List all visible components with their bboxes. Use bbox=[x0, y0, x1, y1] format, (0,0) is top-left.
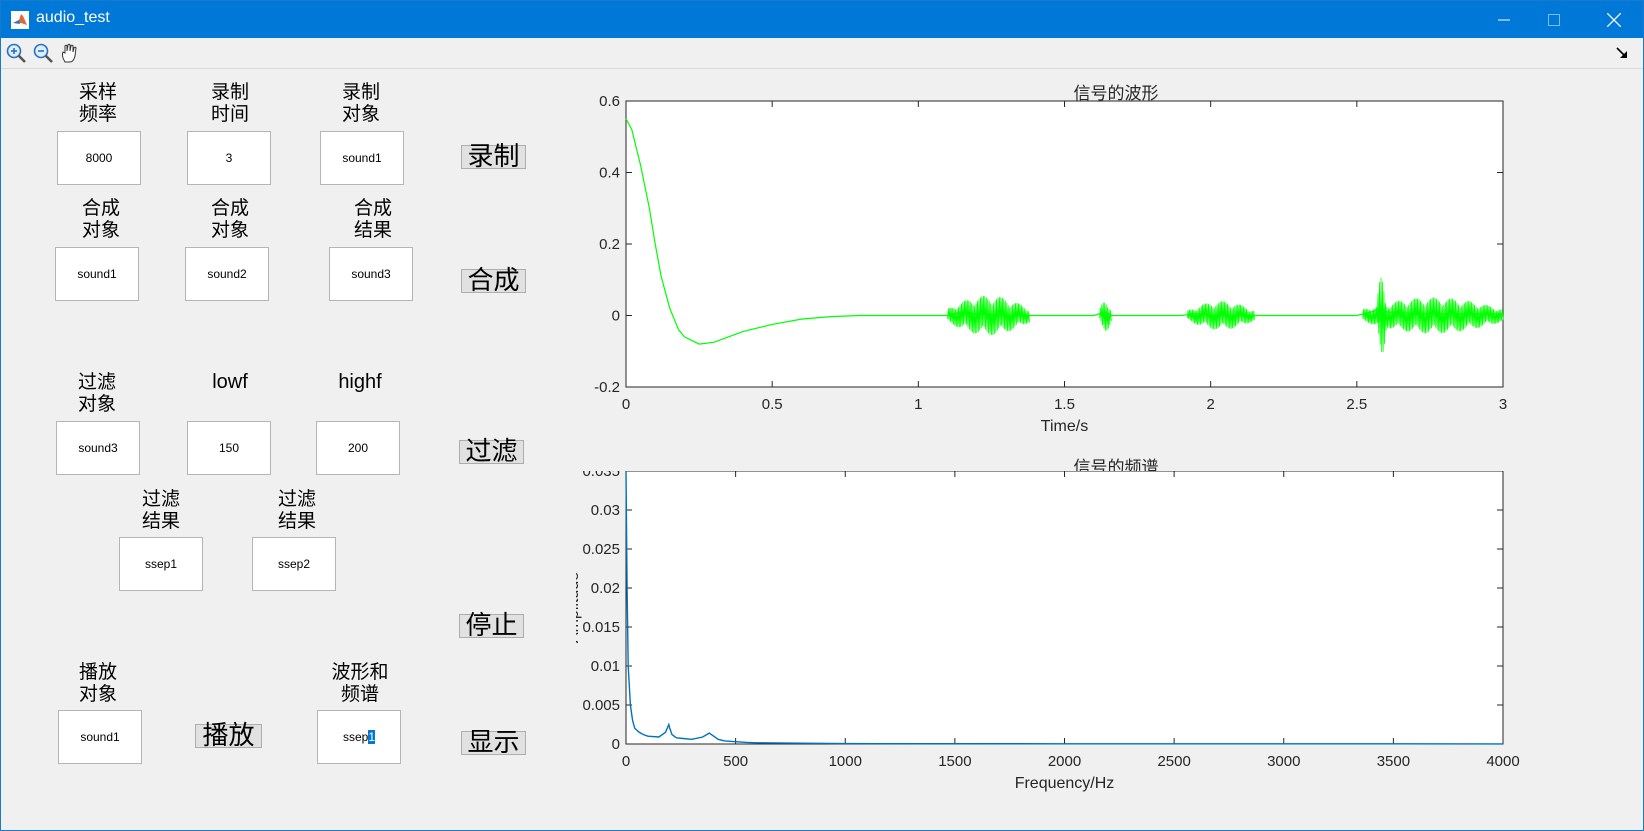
filter-result-2-label: 过滤 结果 bbox=[277, 488, 316, 532]
waveform-y-tick-label: 0.2 bbox=[599, 236, 620, 253]
spectrum-x-tick-label: 1000 bbox=[829, 753, 862, 770]
maximize-button[interactable] bbox=[1531, 1, 1577, 38]
minimize-icon bbox=[1498, 19, 1510, 20]
minimize-button[interactable] bbox=[1481, 1, 1527, 38]
spectrum-x-tick-label: 0 bbox=[622, 753, 630, 770]
display-target-label: 波形和 频谱 bbox=[331, 661, 389, 705]
filter-target-field[interactable]: sound3 bbox=[56, 421, 140, 475]
play-target-label: 播放 对象 bbox=[78, 661, 117, 705]
spectrum-y-tick-label: 0.02 bbox=[591, 580, 620, 597]
maximize-icon bbox=[1548, 13, 1560, 26]
mix-b-label: 合成 对象 bbox=[210, 197, 249, 241]
waveform-x-tick-label: 1.5 bbox=[1054, 396, 1075, 413]
waveform-burst-4 bbox=[1376, 277, 1387, 353]
stop-button[interactable]: 停止 bbox=[459, 613, 524, 639]
window-title: audio_test bbox=[36, 9, 110, 26]
spectrum-y-tick-label: 0.03 bbox=[591, 502, 620, 519]
waveform-y-tick-label: 0 bbox=[612, 308, 620, 325]
display-target-text: ssep bbox=[342, 730, 369, 744]
record-button[interactable]: 录制 bbox=[461, 144, 526, 170]
waveform-y-tick-label: 0.6 bbox=[599, 96, 620, 110]
mix-a-field[interactable]: sound1 bbox=[55, 247, 139, 301]
filter-target-label: 过滤 对象 bbox=[77, 371, 116, 415]
waveform-axes[interactable]: 00.511.522.53-0.200.20.40.6Time/sAmplitu… bbox=[586, 96, 1606, 461]
mix-result-field[interactable]: sound3 bbox=[329, 247, 413, 301]
waveform-title: 信号的波形 bbox=[1073, 84, 1159, 104]
zoom-in-icon[interactable] bbox=[5, 42, 27, 64]
waveform-x-axis-label: Time/s bbox=[1041, 418, 1088, 435]
play-button[interactable]: 播放 bbox=[195, 723, 262, 749]
highf-label: highf bbox=[338, 371, 382, 393]
record-target-label: 录制 对象 bbox=[341, 81, 380, 125]
waveform-x-tick-label: 2 bbox=[1206, 396, 1214, 413]
sample-rate-field[interactable]: 8000 bbox=[57, 131, 141, 185]
display-target-field[interactable]: ssep 1 bbox=[317, 710, 401, 764]
lowf-label: lowf bbox=[212, 371, 248, 393]
spectrum-x-axis-label: Frequency/Hz bbox=[1015, 775, 1115, 792]
play-target-field[interactable]: sound1 bbox=[58, 710, 142, 764]
mix-button[interactable]: 合成 bbox=[461, 268, 526, 294]
close-button[interactable] bbox=[1591, 1, 1637, 38]
waveform-burst-0 bbox=[947, 296, 1030, 336]
lowf-field[interactable]: 150 bbox=[187, 421, 271, 475]
display-target-selection: 1 bbox=[368, 730, 376, 744]
spectrum-x-tick-label: 2000 bbox=[1048, 753, 1081, 770]
sample-rate-label: 采样 频率 bbox=[78, 81, 117, 125]
dock-arrow-icon[interactable] bbox=[1615, 46, 1629, 60]
waveform-x-tick-label: 0.5 bbox=[762, 396, 783, 413]
spectrum-x-tick-label: 2500 bbox=[1157, 753, 1190, 770]
waveform-x-tick-label: 0 bbox=[622, 396, 630, 413]
spectrum-y-tick-label: 0.025 bbox=[582, 541, 620, 558]
record-target-field[interactable]: sound1 bbox=[320, 131, 404, 185]
spectrum-series-line bbox=[625, 471, 1504, 745]
spectrum-x-tick-label: 3500 bbox=[1377, 753, 1410, 770]
spectrum-axes[interactable]: 0 500 1000 1500 2000 2500 3000 3500 4000 0 0.005 0.… bbox=[576, 471, 1606, 829]
filter-result-1-field[interactable]: ssep1 bbox=[119, 537, 203, 591]
highf-field[interactable]: 200 bbox=[316, 421, 400, 475]
spectrum-y-tick-label: 0.005 bbox=[582, 697, 620, 714]
filter-button[interactable]: 过滤 bbox=[459, 439, 524, 465]
spectrum-x-tick-label: 1500 bbox=[938, 753, 971, 770]
spectrum-y-tick-label: 0.035 bbox=[582, 471, 620, 480]
waveform-plot-area bbox=[625, 100, 1504, 388]
spectrum-plot-area bbox=[625, 471, 1504, 745]
display-button[interactable]: 显示 bbox=[461, 730, 526, 756]
waveform-y-tick-label: 0.4 bbox=[599, 165, 620, 182]
waveform-x-tick-label: 3 bbox=[1499, 396, 1507, 413]
spectrum-y-axis-label: Amplitude bbox=[576, 572, 582, 643]
waveform-x-tick-label: 1 bbox=[914, 396, 922, 413]
mix-a-label: 合成 对象 bbox=[81, 197, 120, 241]
spectrum-x-tick-label: 3000 bbox=[1267, 753, 1300, 770]
pan-hand-icon[interactable] bbox=[59, 42, 81, 64]
mix-b-field[interactable]: sound2 bbox=[185, 247, 269, 301]
zoom-out-icon[interactable] bbox=[32, 42, 54, 64]
close-icon bbox=[1607, 12, 1621, 27]
title-bar: audio_test bbox=[1, 1, 1643, 38]
spectrum-y-tick-label: 0.01 bbox=[591, 658, 620, 675]
spectrum-y-tick-label: 0 bbox=[612, 736, 620, 753]
spectrum-x-tick-label: 500 bbox=[723, 753, 748, 770]
filter-result-1-label: 过滤 结果 bbox=[141, 488, 180, 532]
mix-result-label: 合成 结果 bbox=[353, 197, 392, 241]
spectrum-x-tick-label: 4000 bbox=[1486, 753, 1519, 770]
figure-toolbar bbox=[1, 38, 1643, 69]
waveform-y-tick-label: -0.2 bbox=[594, 379, 620, 396]
record-time-label: 录制 时间 bbox=[210, 81, 249, 125]
waveform-x-tick-label: 2.5 bbox=[1346, 396, 1367, 413]
filter-result-2-field[interactable]: ssep2 bbox=[252, 537, 336, 591]
record-time-field[interactable]: 3 bbox=[187, 131, 271, 185]
spectrum-y-tick-label: 0.015 bbox=[582, 619, 620, 636]
waveform-burst-2 bbox=[1186, 301, 1255, 330]
matlab-logo-icon bbox=[11, 11, 29, 29]
waveform-burst-1 bbox=[1099, 302, 1112, 331]
